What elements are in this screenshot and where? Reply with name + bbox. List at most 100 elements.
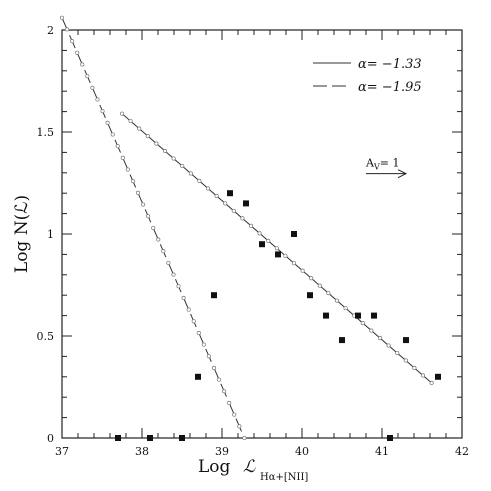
- fit-line-marker: [291, 261, 297, 266]
- x-axis-title-main: Log: [198, 457, 231, 477]
- fit-line-marker: [162, 148, 168, 154]
- fit-line-marker: [105, 120, 110, 125]
- fit-line-marker: [242, 435, 247, 441]
- fit-line-marker: [231, 208, 236, 213]
- fit-line-marker: [317, 283, 322, 288]
- fit-line-marker: [429, 380, 434, 385]
- y-tick-label: 0.5: [37, 330, 55, 343]
- fit-line-marker: [334, 298, 340, 303]
- fit-line-marker: [80, 62, 85, 67]
- fit-line-marker: [137, 126, 142, 131]
- fit-line-marker: [274, 246, 279, 251]
- fit-line-marker: [180, 163, 185, 169]
- fit-lines: [59, 15, 434, 441]
- data-point: [291, 231, 297, 237]
- data-point: [339, 337, 345, 344]
- y-tick-label: 1: [47, 228, 54, 241]
- legend-label-dashed: α= −1.95: [358, 80, 422, 95]
- fit-line-marker: [176, 284, 181, 289]
- fit-line-marker: [266, 238, 271, 243]
- y-axis-title: Log N(ℒ): [12, 195, 32, 273]
- y-tick-label: 0: [47, 432, 54, 445]
- fit-line-marker: [309, 276, 314, 281]
- x-tick-label: 40: [295, 445, 309, 458]
- fit-line-marker: [110, 132, 115, 137]
- fit-line-marker: [90, 85, 95, 90]
- fit-line-marker: [166, 260, 171, 265]
- data-point: [243, 200, 249, 207]
- fit-line-marker: [223, 201, 228, 206]
- fit-line-marker: [181, 295, 186, 300]
- fit-line-marker: [115, 144, 120, 149]
- legend-label-solid: α= −1.33: [358, 57, 422, 72]
- fit-line-marker: [100, 109, 105, 114]
- fit-line-marker: [186, 307, 191, 312]
- fit-line-marker: [206, 354, 211, 359]
- fit-line-marker: [237, 424, 242, 429]
- data-point: [275, 251, 281, 258]
- fit-line-marker: [188, 171, 193, 176]
- data-point: [371, 312, 377, 319]
- fit-line-marker: [196, 330, 201, 335]
- fit-line-marker: [257, 231, 262, 236]
- fit-line-marker: [403, 358, 408, 363]
- annotation-label: AV= 1: [365, 157, 399, 172]
- x-axis-title-symbol: ℒ: [243, 457, 256, 477]
- data-point: [179, 435, 185, 441]
- fit-line-marker: [161, 249, 166, 254]
- x-tick-label: 41: [375, 445, 389, 458]
- fit-line-marker: [360, 321, 365, 326]
- fit-line-marker: [227, 400, 232, 406]
- x-tick-label: 42: [455, 445, 469, 458]
- x-axis-ticks: 37 38 39 40 41 42: [55, 30, 469, 458]
- fit-line-marker: [343, 306, 348, 311]
- fit-line-marker: [156, 237, 161, 242]
- legend: α= −1.33 α= −1.95: [313, 57, 422, 95]
- x-axis-title-subscript: Hα+[NII]: [260, 472, 308, 483]
- fit-line-marker: [377, 335, 383, 341]
- fit-line-marker: [151, 225, 156, 230]
- fit-line-marker: [412, 365, 417, 371]
- y-tick-label: 2: [47, 24, 54, 37]
- fit-line-marker: [135, 190, 141, 195]
- extinction-annotation: AV= 1: [365, 157, 408, 179]
- x-tick-label: 38: [135, 445, 149, 458]
- fit-line-marker: [240, 216, 245, 221]
- fit-line-marker: [395, 350, 400, 356]
- data-point: [195, 373, 201, 380]
- fit-line-marker: [197, 178, 202, 184]
- fit-line-marker: [369, 328, 374, 333]
- data-point: [115, 435, 121, 441]
- fit-line-marker: [128, 119, 133, 124]
- fit-line-marker: [217, 377, 222, 382]
- data-point: [323, 312, 329, 319]
- annotation-arrowhead-icon: [397, 169, 408, 179]
- y-axis-ticks: 0 0.5 1 1.5 2: [37, 24, 462, 445]
- fit-line-marker: [248, 223, 254, 228]
- data-point: [403, 337, 409, 344]
- fit-line-marker: [85, 74, 90, 79]
- fit-line-marker: [205, 186, 211, 191]
- fit-line-marker: [146, 214, 151, 219]
- fit-line-marker: [141, 202, 146, 207]
- fit-line-marker: [70, 39, 75, 44]
- fit-line-marker: [283, 253, 288, 258]
- fit-line-marker: [120, 155, 125, 160]
- fit-line-marker: [59, 15, 65, 20]
- fit-line-marker: [145, 134, 150, 139]
- data-point: [147, 435, 153, 441]
- fit-line-marker: [386, 343, 391, 348]
- data-point: [211, 292, 217, 299]
- data-point: [259, 241, 265, 248]
- data-point: [307, 292, 313, 299]
- fit-line-marker: [171, 156, 176, 161]
- y-tick-label: 1.5: [37, 126, 55, 139]
- fit-line-marker: [420, 373, 426, 378]
- x-axis-title: Log ℒ Hα+[NII]: [198, 457, 308, 483]
- fit-line-marker: [201, 342, 206, 347]
- fit-line-marker: [75, 50, 80, 55]
- data-points: [115, 190, 441, 441]
- data-point: [227, 190, 233, 197]
- data-point: [435, 373, 441, 380]
